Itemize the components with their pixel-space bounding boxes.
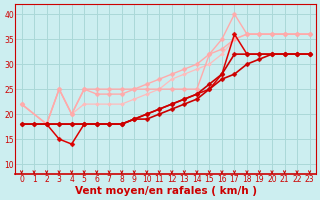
X-axis label: Vent moyen/en rafales ( km/h ): Vent moyen/en rafales ( km/h ) <box>75 186 257 196</box>
